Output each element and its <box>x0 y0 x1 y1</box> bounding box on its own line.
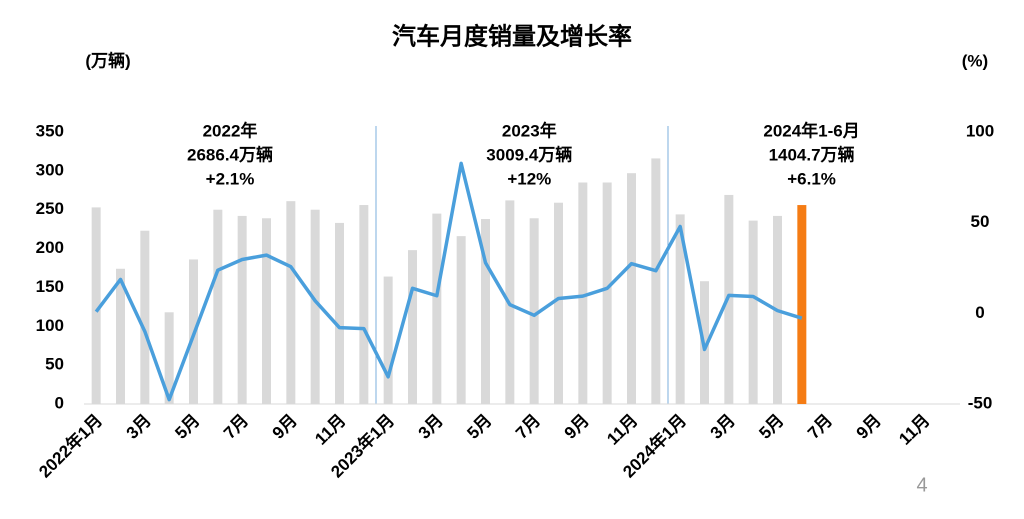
bar <box>554 202 563 404</box>
y2-tick-label: 100 <box>966 121 994 140</box>
x-tick-label: 11月 <box>603 411 641 449</box>
bar <box>432 213 442 404</box>
y2-tick-label: 50 <box>971 212 990 231</box>
x-tick-label: 3月 <box>123 411 155 443</box>
bar <box>627 173 636 404</box>
x-tick-label: 5月 <box>755 411 787 443</box>
bar <box>748 220 758 404</box>
y-tick-label: 100 <box>36 316 64 335</box>
annotation: 1404.7万辆 <box>769 144 855 164</box>
chart-title: 汽车月度销量及增长率 <box>392 22 632 50</box>
bar <box>481 219 490 404</box>
page-number: 4 <box>916 474 927 496</box>
y-tick-label: 0 <box>55 393 64 412</box>
y2-axis-label: (%) <box>962 51 988 70</box>
annotation: +6.1% <box>787 169 836 188</box>
x-tick-label: 9月 <box>853 411 885 443</box>
x-tick-label: 7月 <box>804 411 836 443</box>
x-tick-label: 7月 <box>220 411 252 443</box>
bar <box>456 236 466 404</box>
bar <box>116 268 125 404</box>
x-tick-label: 3月 <box>707 411 739 443</box>
annotation: 2023年 <box>502 120 557 140</box>
bar <box>529 218 539 404</box>
x-tick-label: 5月 <box>463 411 495 443</box>
bar <box>335 222 344 404</box>
annotation: 3009.4万辆 <box>486 144 572 164</box>
y-tick-label: 200 <box>36 238 64 257</box>
bar <box>602 182 612 404</box>
y2-tick-label: -50 <box>968 393 993 412</box>
annotation: +2.1% <box>206 169 255 188</box>
bar <box>237 215 247 404</box>
bar <box>408 250 417 404</box>
bar <box>383 276 393 404</box>
y-tick-label: 50 <box>45 355 64 374</box>
bar <box>262 218 271 404</box>
y-tick-label: 150 <box>36 277 64 296</box>
y-tick-label: 300 <box>36 160 64 179</box>
x-tick-label: 11月 <box>311 411 349 449</box>
growth-line <box>94 161 803 402</box>
bar <box>164 312 174 404</box>
x-tick-label: 9月 <box>269 411 301 443</box>
annotation: 2022年 <box>203 120 258 140</box>
bar <box>213 209 223 404</box>
x-tick-label: 7月 <box>512 411 544 443</box>
x-tick-label: 11月 <box>895 411 933 449</box>
bar <box>578 182 588 404</box>
bar <box>310 209 320 404</box>
bar <box>651 158 661 404</box>
bar <box>359 205 369 404</box>
annotation: +12% <box>507 169 551 188</box>
bar <box>675 214 685 404</box>
y-axis-label: (万辆) <box>85 50 130 70</box>
bar <box>140 230 150 404</box>
x-tick-label: 9月 <box>561 411 593 443</box>
bar <box>91 207 101 404</box>
x-tick-label: 3月 <box>415 411 447 443</box>
y-tick-label: 250 <box>36 199 64 218</box>
x-tick-label: 5月 <box>171 411 203 443</box>
x-tick-label: 2022年1月 <box>35 410 107 482</box>
bar <box>797 205 807 404</box>
y-tick-label: 350 <box>36 121 64 140</box>
annotation: 2024年1-6月 <box>763 120 859 140</box>
bar <box>286 201 296 404</box>
annotation: 2686.4万辆 <box>187 144 273 164</box>
y2-tick-label: 0 <box>975 303 984 322</box>
